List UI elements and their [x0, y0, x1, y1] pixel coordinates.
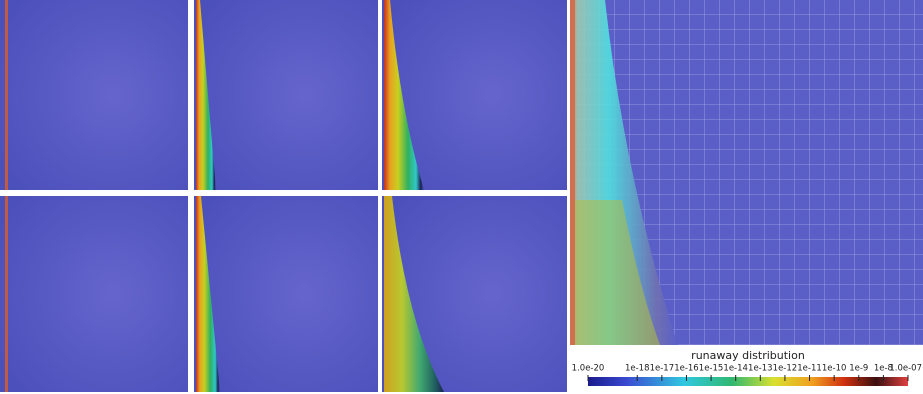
colorbar-tick-label: 1e-11	[797, 364, 822, 374]
panel	[194, 196, 378, 392]
colorbar: runaway distribution 1.0e-20 1e-18 1e-17 1e…	[572, 349, 922, 386]
colorbar-tick-label: 1e-15	[699, 364, 724, 374]
colorbar-tick-label: 1e-14	[723, 364, 748, 374]
colorbar-tick-label: 1e-17	[650, 364, 675, 374]
colorbar-tick-label: 1e-10	[822, 364, 847, 374]
panel	[382, 196, 567, 392]
colorbar-tick-label: 1e-8	[874, 364, 893, 374]
panel	[194, 0, 378, 190]
mesh-panel	[570, 0, 923, 345]
panel	[382, 0, 567, 190]
colorbar-tick-label: 1e-18	[625, 364, 650, 374]
colorbar-gradient	[588, 377, 908, 386]
colorbar-tick-label: 1e-16	[674, 364, 699, 374]
colorbar-tick-label: 1.0e-07	[889, 364, 922, 374]
panel	[0, 0, 188, 190]
colorbar-tick-label: 1e-12	[773, 364, 798, 374]
colorbar-title: runaway distribution	[691, 349, 805, 362]
colorbar-tick-label: 1.0e-20	[572, 364, 605, 374]
colorbar-tick-label: 1e-9	[849, 364, 868, 374]
colorbar-tick-label: 1e-13	[748, 364, 773, 374]
panel	[0, 196, 188, 392]
